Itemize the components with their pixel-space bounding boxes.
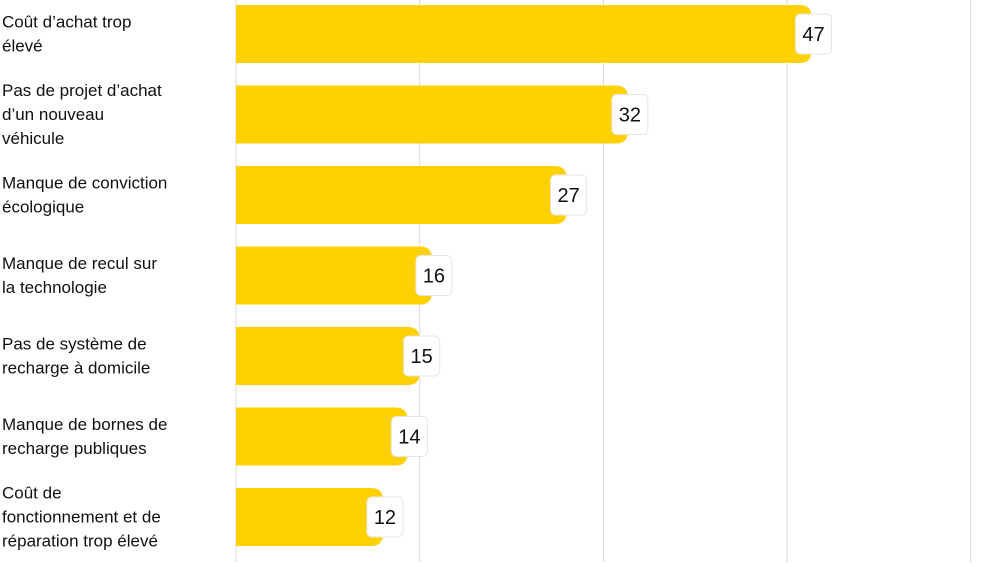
bar [236, 166, 567, 224]
value-box [611, 94, 649, 135]
category-label-line: véhicule [2, 129, 64, 148]
bar [236, 5, 812, 63]
category-label-line: élevé [2, 36, 43, 55]
value-label: 15 [411, 346, 433, 368]
category-label: Coût de fonctionnement et de réparation tr… [2, 483, 161, 550]
value-box [366, 496, 404, 538]
bar [236, 246, 432, 305]
category-label-line: réparation trop élevé [2, 531, 158, 550]
category-label-line: d’un nouveau [2, 105, 104, 124]
value-label: 12 [374, 507, 396, 529]
category-label-line: fonctionnement et de [2, 507, 161, 526]
category-label-line: la technologie [2, 278, 107, 297]
value-label: 47 [802, 24, 824, 46]
bar [236, 407, 408, 466]
category-label: Manque de conviction écologique [2, 173, 167, 216]
value-label: 32 [619, 105, 641, 127]
value-box [403, 335, 441, 377]
category-label: Pas de système de recharge à domicile [2, 334, 150, 377]
bar [236, 85, 628, 144]
category-label-line: Pas de système de [2, 334, 147, 353]
category-label: Manque de recul sur la technologie [2, 254, 157, 297]
category-label-line: recharge publiques [2, 439, 147, 458]
category-label-line: Coût de [2, 483, 62, 502]
category-label-line: Manque de recul sur [2, 254, 157, 273]
category-label-line: Manque de conviction [2, 173, 167, 192]
bar [236, 327, 420, 385]
category-label-line: recharge à domicile [2, 358, 150, 377]
category-label-line: Manque de bornes de [2, 415, 167, 434]
category-label: Manque de bornes de recharge publiques [2, 415, 167, 458]
value-box [390, 416, 428, 457]
value-box [415, 255, 453, 296]
category-label-line: Coût d’achat trop [2, 12, 131, 31]
value-label: 16 [423, 266, 445, 288]
category-label-line: Pas de projet d’achat [2, 81, 162, 100]
value-label: 27 [557, 185, 579, 207]
value-label: 14 [398, 427, 420, 449]
category-label: Coût d’achat trop élevé [2, 12, 131, 55]
value-box [550, 174, 588, 216]
value-box [795, 13, 833, 55]
bar [236, 488, 383, 546]
category-label: Pas de projet d’achat d’un nouveau véhicul… [2, 81, 162, 148]
category-label-line: écologique [2, 197, 84, 216]
